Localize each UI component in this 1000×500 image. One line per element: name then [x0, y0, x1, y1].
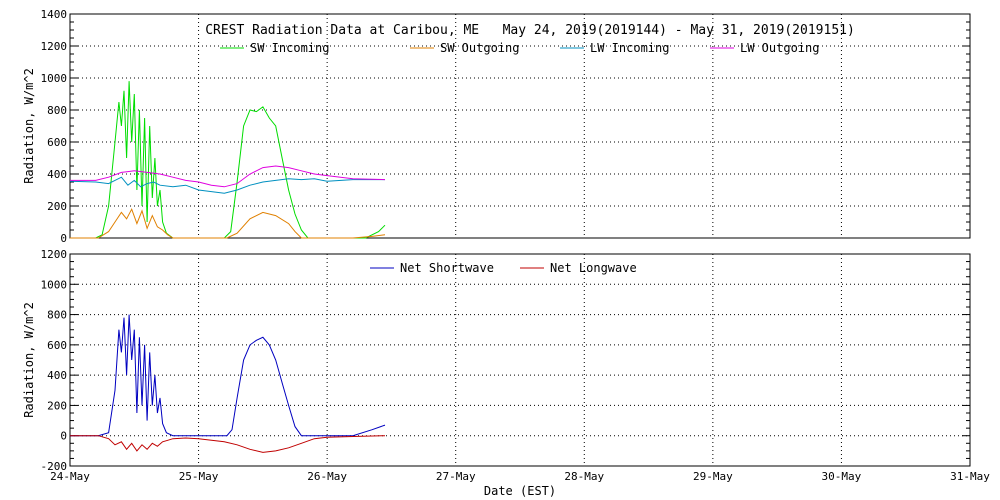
top-plot-frame [69, 13, 971, 239]
x-tick-label: 30-May [822, 470, 862, 483]
bottom-y-tick-label: 600 [47, 339, 67, 352]
series-line-lw-outgoing [70, 165, 386, 188]
x-tick-label: 28-May [564, 470, 604, 483]
x-tick-label: 31-May [950, 470, 990, 483]
top-series-group [69, 81, 386, 239]
series-line-sw-outgoing [70, 207, 386, 239]
x-axis: 24-May 25-May 26-May 27-May 28-May 29-May 30-M… [50, 470, 990, 483]
x-tick-label: 25-May [179, 470, 219, 483]
legend-label: LW Incoming [590, 41, 669, 55]
top-y-tick-label: 0 [60, 232, 67, 245]
top-legend: SW Incoming SW Outgoing LW Incoming LW Outg… [220, 41, 819, 55]
series-line-net-longwave [70, 435, 386, 453]
bottom-y-tick-label: -200 [41, 460, 68, 473]
bottom-y-tick-label: 0 [60, 430, 67, 443]
x-tick-label: 26-May [307, 470, 347, 483]
legend-label: Net Longwave [550, 261, 637, 275]
top-gridlines [70, 14, 970, 238]
bottom-y-axis: -200 0 200 400 600 800 1000 1200 [41, 248, 970, 473]
top-y-axis: 0 200 400 600 800 1000 1200 1400 [41, 8, 970, 245]
bottom-y-tick-label: 1000 [41, 278, 68, 291]
legend-label: SW Incoming [250, 41, 329, 55]
series-line-lw-incoming [69, 176, 385, 194]
top-y-tick-label: 200 [47, 200, 67, 213]
legend-label: LW Outgoing [740, 41, 819, 55]
bottom-y-tick-label: 800 [47, 309, 67, 322]
bottom-legend: Net Shortwave Net Longwave [370, 261, 637, 275]
top-y-tick-label: 1400 [41, 8, 68, 21]
top-y-tick-label: 600 [47, 136, 67, 149]
x-axis-label: Date (EST) [484, 484, 556, 498]
series-line-sw-incoming [70, 81, 386, 239]
legend-label: Net Shortwave [400, 261, 494, 275]
bottom-series-group [70, 314, 386, 453]
x-tick-label: 27-May [436, 470, 476, 483]
top-y-tick-label: 800 [47, 104, 67, 117]
top-panel: 0 200 400 600 800 1000 1200 1400 CREST Radiatio… [22, 8, 971, 245]
top-y-tick-label: 1200 [41, 40, 68, 53]
bottom-y-tick-label: 400 [47, 369, 67, 382]
bottom-plot-frame [69, 253, 971, 467]
series-line-net-shortwave [70, 314, 386, 437]
bottom-y-tick-label: 200 [47, 399, 67, 412]
chart-title: CREST Radiation Data at Caribou, ME May … [205, 23, 855, 38]
top-y-tick-label: 400 [47, 168, 67, 181]
legend-label: SW Outgoing [440, 41, 519, 55]
top-y-tick-label: 1000 [41, 72, 68, 85]
bottom-panel: -200 0 200 400 600 800 1000 1200 24-May 25-May 26… [22, 248, 990, 498]
bottom-y-tick-label: 1200 [41, 248, 68, 261]
top-y-axis-label: Radiation, W/m^2 [22, 68, 36, 184]
bottom-y-axis-label: Radiation, W/m^2 [22, 302, 36, 418]
x-tick-label: 29-May [693, 470, 733, 483]
x-tick-label: 24-May [50, 470, 90, 483]
bottom-gridlines [70, 254, 970, 466]
